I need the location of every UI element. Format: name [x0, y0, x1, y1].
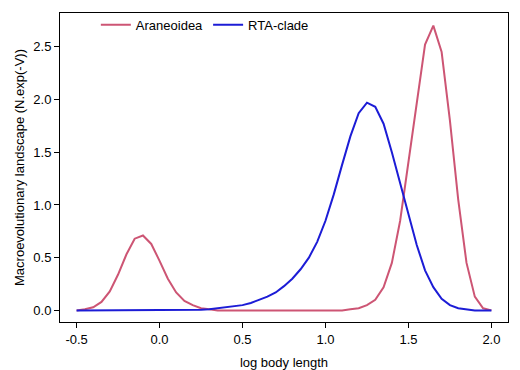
svg-text:RTA-clade: RTA-clade	[248, 18, 308, 33]
svg-text:1.0: 1.0	[316, 332, 334, 347]
svg-text:0.0: 0.0	[151, 332, 169, 347]
svg-text:0.5: 0.5	[233, 332, 251, 347]
svg-text:-0.5: -0.5	[65, 332, 87, 347]
svg-text:2.5: 2.5	[33, 39, 51, 54]
svg-text:1.0: 1.0	[33, 197, 51, 212]
svg-text:1.5: 1.5	[33, 145, 51, 160]
svg-text:Macroevolutionary landscape (N: Macroevolutionary landscape (N.exp(-V))	[12, 49, 27, 286]
svg-text:log body length: log body length	[240, 355, 328, 370]
svg-text:0.5: 0.5	[33, 250, 51, 265]
svg-text:1.5: 1.5	[399, 332, 417, 347]
svg-text:2.0: 2.0	[33, 92, 51, 107]
svg-text:2.0: 2.0	[482, 332, 500, 347]
svg-text:0.0: 0.0	[33, 303, 51, 318]
svg-text:Araneoidea: Araneoidea	[136, 18, 203, 33]
